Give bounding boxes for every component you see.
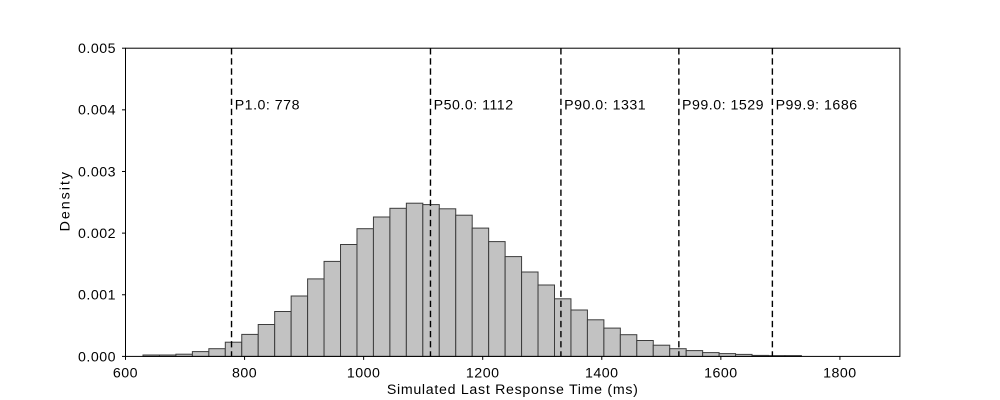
svg-text:P99.9: 1686: P99.9: 1686 — [776, 98, 858, 114]
svg-text:0.002: 0.002 — [78, 226, 116, 242]
svg-text:P99.0: 1529: P99.0: 1529 — [682, 98, 764, 114]
svg-text:Simulated Last Response Time (: Simulated Last Response Time (ms) — [387, 382, 639, 398]
svg-text:800: 800 — [232, 366, 257, 382]
svg-text:P90.0: 1331: P90.0: 1331 — [564, 98, 646, 114]
svg-text:P50.0: 1112: P50.0: 1112 — [434, 98, 514, 114]
svg-text:0.001: 0.001 — [78, 288, 116, 304]
svg-text:P1.0: 778: P1.0: 778 — [235, 98, 300, 114]
svg-text:1600: 1600 — [704, 366, 738, 382]
svg-text:0.003: 0.003 — [78, 164, 116, 180]
svg-text:1000: 1000 — [347, 366, 381, 382]
svg-text:0.000: 0.000 — [78, 349, 116, 365]
svg-text:Density: Density — [58, 170, 74, 231]
svg-text:600: 600 — [113, 366, 138, 382]
svg-text:1800: 1800 — [823, 366, 857, 382]
svg-text:1200: 1200 — [466, 366, 500, 382]
svg-text:0.004: 0.004 — [78, 103, 116, 119]
svg-text:0.005: 0.005 — [78, 41, 116, 57]
svg-text:1400: 1400 — [585, 366, 619, 382]
